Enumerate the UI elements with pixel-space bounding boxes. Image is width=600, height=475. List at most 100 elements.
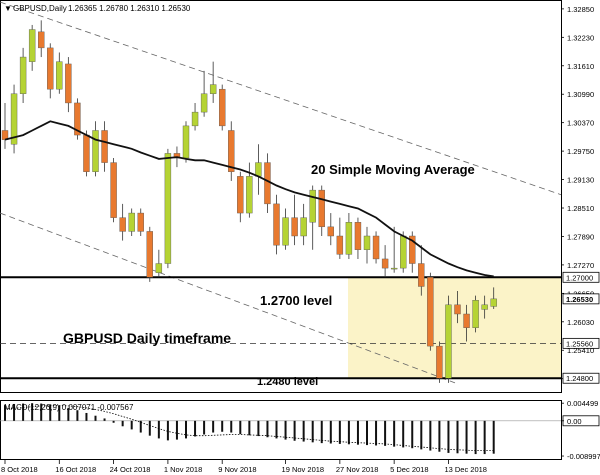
candle-body-bear [418,263,425,287]
price-tick-label: 1.30370 [567,119,594,128]
price-tick-label: 1.31610 [567,62,594,71]
date-label: 27 Nov 2018 [336,465,379,474]
price-tag-box [562,293,600,305]
candle [363,226,371,264]
candle [128,208,135,236]
candle-body-bull [445,304,452,379]
candle-body-bull [200,93,208,113]
symbol-label: GBPUSD,Daily [13,4,67,13]
candle-body-bull [400,235,407,269]
date-label: 16 Oct 2018 [55,465,96,474]
candle-body-bear [47,47,54,90]
candle [92,121,99,177]
candle [74,98,81,140]
candle [454,291,461,324]
candle [300,203,307,246]
candle [318,185,325,236]
date-axis: 8 Oct 2018 16 Oct 2018 24 Oct 2018 1 Nov 20… [1,460,487,474]
macd-axis: 0.004499 0.00 -0.008997 [561,399,600,461]
candle-body-bull [309,189,316,223]
candle-body-bear [336,235,344,255]
sma-annotation: 20 Simple Moving Average [311,162,475,177]
candle [228,121,235,181]
candle-body-bull [182,125,190,159]
candle-body-bull [56,61,63,90]
price-tag-box [562,271,600,283]
price-tag-label: 1.24800 [566,374,593,383]
candle [291,194,298,246]
candle-body-bull [28,29,36,62]
macd-histogram [4,403,495,455]
candle-body-bear [237,176,244,214]
candle [336,217,344,259]
price-axis: 1.32850 1.32230 1.31610 1.30990 1.30370 1.297… [561,5,600,384]
candle-body-bear [427,277,434,347]
candle-body-bull [209,84,217,94]
candle [110,158,117,223]
candle [218,84,226,131]
level-lines [0,276,561,380]
price-tick-label: 1.26030 [567,318,594,327]
candle-body-bull [10,93,18,145]
candle-body-bear [454,304,461,315]
ohlc-label: 1.26365 1.26780 1.26310 1.26530 [68,4,191,13]
candle [273,194,280,255]
candle-body-bear [273,203,280,246]
price-tick-label: 1.29130 [567,176,594,185]
candle-body-bear [101,130,108,163]
date-label: 24 Oct 2018 [110,465,151,474]
candle-body-bear [38,31,45,49]
support-zone-highlight [348,277,561,379]
macd-tick-label: -0.008997 [567,452,600,461]
candle-body-bull [490,298,497,307]
candle [327,213,334,246]
candle-body-bear [291,217,298,237]
macd-tick-label: 0.004499 [567,399,598,408]
price-tick-label: 1.25410 [567,346,594,355]
candle-body-bull [472,300,479,328]
candle-body-bear [83,134,90,172]
candle-body-bull [255,162,262,177]
candle [436,341,443,383]
candles-group [1,20,497,383]
candle [83,130,90,177]
candle-body-bull [19,56,27,94]
price-tag-label: 1.26530 [566,295,593,304]
price-tick-label: 1.32230 [567,33,594,42]
candle-body-bear [228,130,235,172]
price-channel [0,1,562,384]
date-label: 8 Oct 2018 [1,465,38,474]
candle [345,213,353,259]
candle [354,217,362,259]
candle [38,20,45,58]
candle [101,121,108,172]
candle-body-bull [155,263,163,273]
candle-body-bear [354,222,362,250]
candle-body-bear [381,258,389,269]
candle [209,61,217,103]
macd-label: MACD(12,26,9) 0.007071 -0.007567 [4,403,134,412]
price-tick-label: 1.28510 [567,204,594,213]
candle [237,171,244,223]
date-label: 13 Dec 2018 [444,465,487,474]
macd-tick-label: 0.00 [567,417,582,426]
date-label: 1 Nov 2018 [164,465,202,474]
candle [418,245,425,296]
candle [146,226,154,282]
candle-body-bull [345,222,353,255]
candle [200,70,208,117]
candle [137,208,144,236]
candle-body-bear [110,162,117,218]
candle [1,102,9,149]
candle-body-bull [363,235,371,250]
macd-signal-line [4,405,494,451]
candle-body-bear [409,235,416,264]
candle [463,304,470,342]
candle-body-bull [481,304,488,310]
candle [390,226,398,273]
price-tick-label: 1.29750 [567,147,594,156]
candle-body-bull [300,217,307,237]
candle [164,148,172,269]
candle-body-bear [146,231,154,278]
